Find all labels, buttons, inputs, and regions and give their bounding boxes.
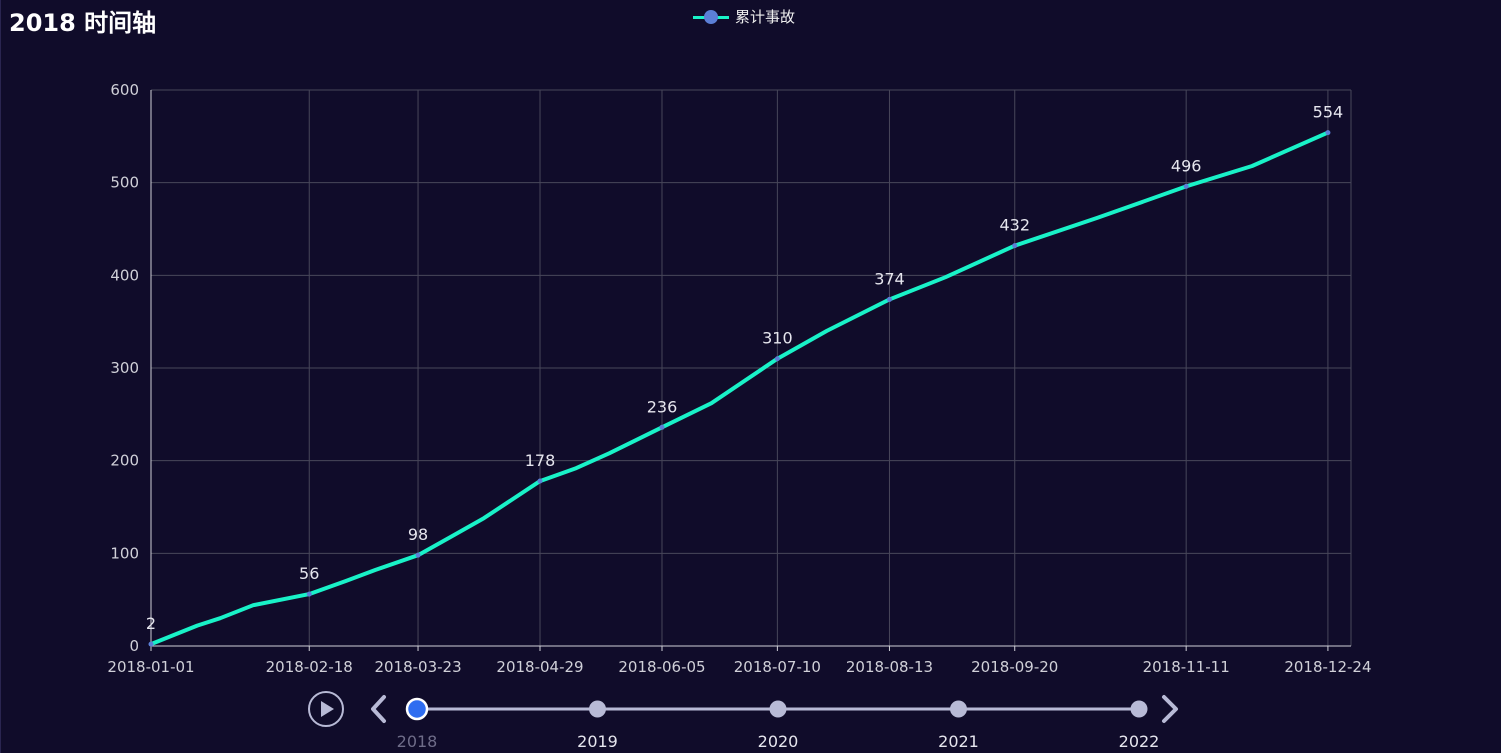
x-tick-label: 2018-04-29 — [496, 658, 583, 676]
data-point — [148, 641, 154, 647]
data-label: 2 — [146, 614, 156, 633]
timeline-year-label: 2020 — [758, 732, 799, 751]
x-tick-label: 2018-06-05 — [618, 658, 705, 676]
data-label: 496 — [1171, 156, 1202, 175]
data-point — [886, 296, 892, 302]
data-label: 432 — [999, 216, 1030, 235]
timeline-point[interactable] — [950, 700, 967, 718]
y-tick-label: 0 — [129, 637, 139, 655]
data-point — [1183, 183, 1189, 189]
y-tick-label: 300 — [110, 359, 139, 377]
data-label: 56 — [299, 564, 319, 583]
x-tick-label: 2018-07-10 — [734, 658, 821, 676]
chevron-left-icon[interactable] — [371, 695, 386, 723]
play-button[interactable] — [308, 691, 344, 727]
legend-line-dot-icon — [693, 7, 729, 27]
timeline-year-label: 2019 — [577, 732, 618, 751]
x-tick-label: 2018-02-18 — [266, 658, 353, 676]
data-point — [1012, 243, 1018, 249]
chevron-right-icon[interactable] — [1162, 695, 1178, 723]
x-tick-label: 2018-09-20 — [971, 658, 1058, 676]
y-tick-label: 500 — [110, 174, 139, 192]
series-line — [149, 130, 1330, 647]
timeline-year-label: 2021 — [938, 732, 979, 751]
timeline-point[interactable] — [589, 700, 606, 718]
legend-label: 累计事故 — [735, 8, 796, 26]
data-label: 178 — [525, 451, 556, 470]
y-tick-label: 400 — [110, 266, 139, 284]
y-tick-label: 600 — [110, 81, 139, 99]
data-label: 374 — [874, 269, 905, 288]
data-point — [659, 424, 665, 430]
data-point — [415, 552, 421, 558]
timeline-year-label: 2022 — [1119, 732, 1160, 751]
data-label: 310 — [762, 329, 793, 348]
timeline-year-label: 2018 — [397, 732, 438, 751]
x-tick-label: 2018-01-01 — [107, 658, 194, 676]
data-point — [537, 478, 543, 484]
y-tick-label: 100 — [110, 544, 139, 562]
page-title: 2018 时间轴 — [9, 9, 157, 37]
data-point — [1325, 130, 1331, 136]
x-tick-label: 2018-03-23 — [374, 658, 461, 676]
timeline-point-active[interactable] — [405, 697, 429, 721]
play-icon — [321, 701, 334, 717]
legend-item[interactable]: 累计事故 — [693, 6, 795, 27]
data-label: 236 — [647, 397, 678, 416]
x-tick-label: 2018-12-24 — [1284, 658, 1371, 676]
timeline-point[interactable] — [769, 700, 787, 718]
y-tick-label: 200 — [110, 452, 139, 470]
data-point — [774, 356, 780, 362]
x-tick-label: 2018-11-11 — [1143, 658, 1230, 676]
data-point — [306, 591, 312, 597]
timeline-point[interactable] — [1130, 700, 1148, 718]
data-label: 554 — [1313, 103, 1344, 122]
x-tick-label: 2018-08-13 — [846, 658, 933, 676]
data-label: 98 — [408, 525, 428, 544]
